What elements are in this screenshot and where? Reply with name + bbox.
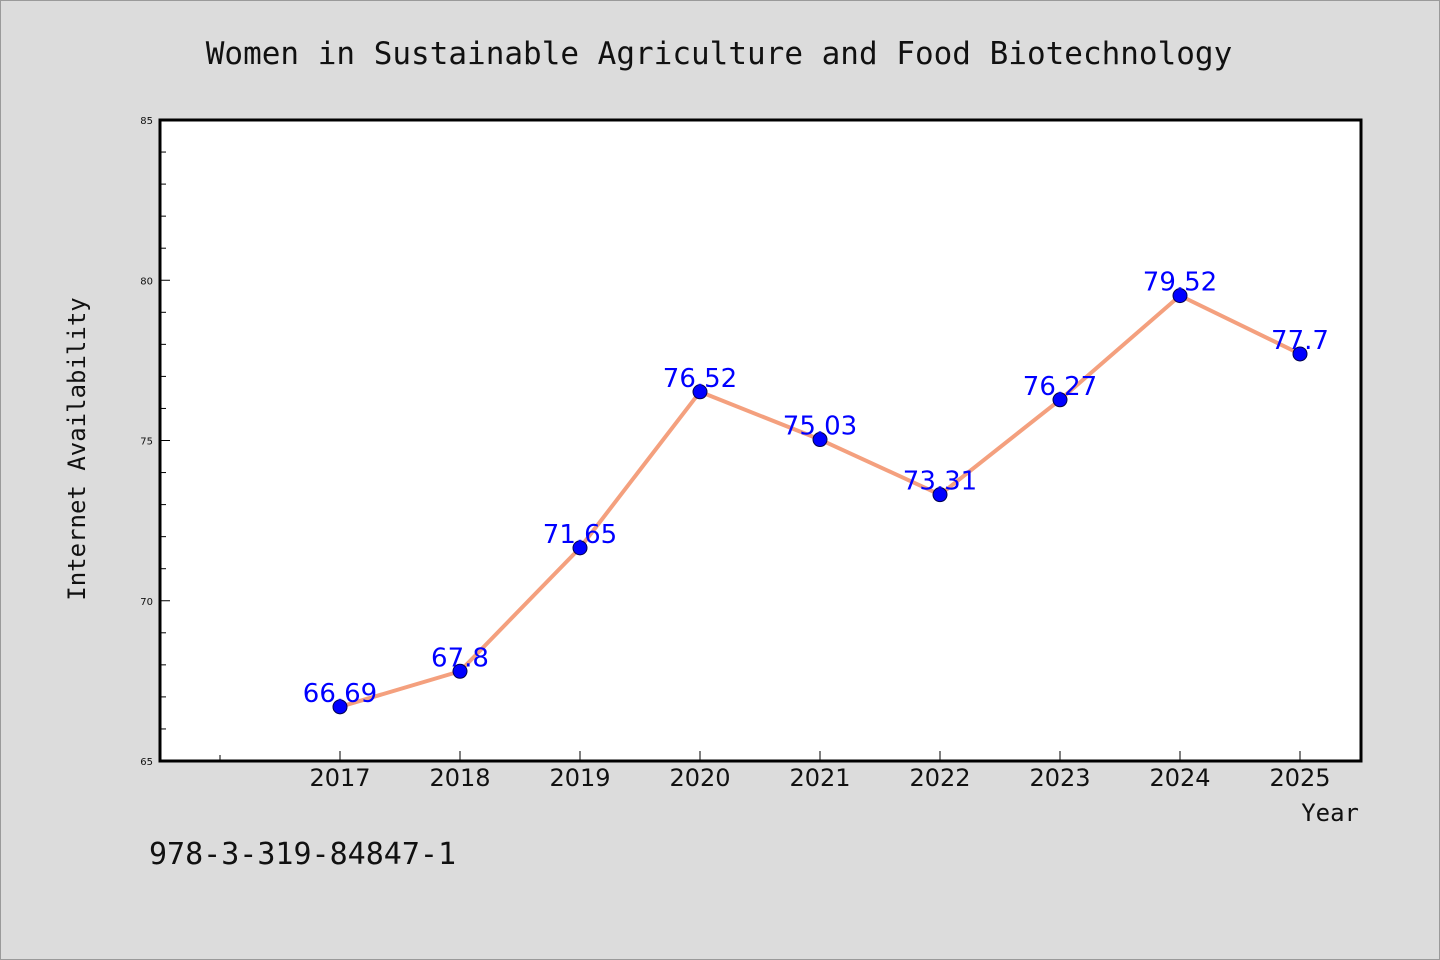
x-tick-label: 2023 [1029,764,1090,792]
plot-area [158,118,1363,763]
data-label: 75.03 [783,412,857,442]
y-tick-label: 80 [140,276,153,287]
footer-identifier: 978-3-319-84847-1 [149,837,456,872]
x-axis-label: Year [1301,799,1359,827]
x-tick-label: 2019 [549,764,610,792]
data-label: 66.69 [303,679,377,709]
data-point [1052,392,1068,408]
data-point [572,540,588,556]
data-point [692,384,708,400]
y-axis-label: Internet Availability [63,297,91,600]
data-label: 79.52 [1143,268,1217,298]
chart-title: Women in Sustainable Agriculture and Foo… [206,36,1233,72]
x-axis: 2017 2018 2019 2020 2021 2022 2023 2024 2025 [219,751,1331,792]
data-point [812,432,828,448]
x-tick-label: 2020 [669,764,730,792]
series-group [332,288,1308,715]
x-tick-label: 2017 [309,764,370,792]
data-label: 71.65 [543,520,617,550]
data-labels: 66.69 67.8 71.65 76.52 75.03 73.31 76.27 79.52 7… [303,268,1329,709]
data-point [1172,288,1188,304]
x-tick-label: 2024 [1149,764,1210,792]
y-tick-label: 85 [140,116,153,127]
y-axis: 65 70 75 80 85 [140,116,170,768]
data-point [1292,346,1308,362]
data-label: 76.52 [663,364,737,394]
x-tick-label: 2025 [1269,764,1330,792]
x-tick-label: 2021 [789,764,850,792]
y-tick-label: 70 [140,597,153,608]
data-point [452,663,468,679]
y-tick-label: 65 [140,757,153,768]
data-label: 76.27 [1023,372,1097,402]
y-tick-label: 75 [140,437,153,448]
data-label: 67.8 [431,643,489,673]
data-label: 73.31 [903,467,977,497]
x-tick-label: 2022 [909,764,970,792]
data-point [932,487,948,503]
data-point [332,699,348,715]
x-tick-label: 2018 [429,764,490,792]
data-label: 77.7 [1271,326,1329,356]
